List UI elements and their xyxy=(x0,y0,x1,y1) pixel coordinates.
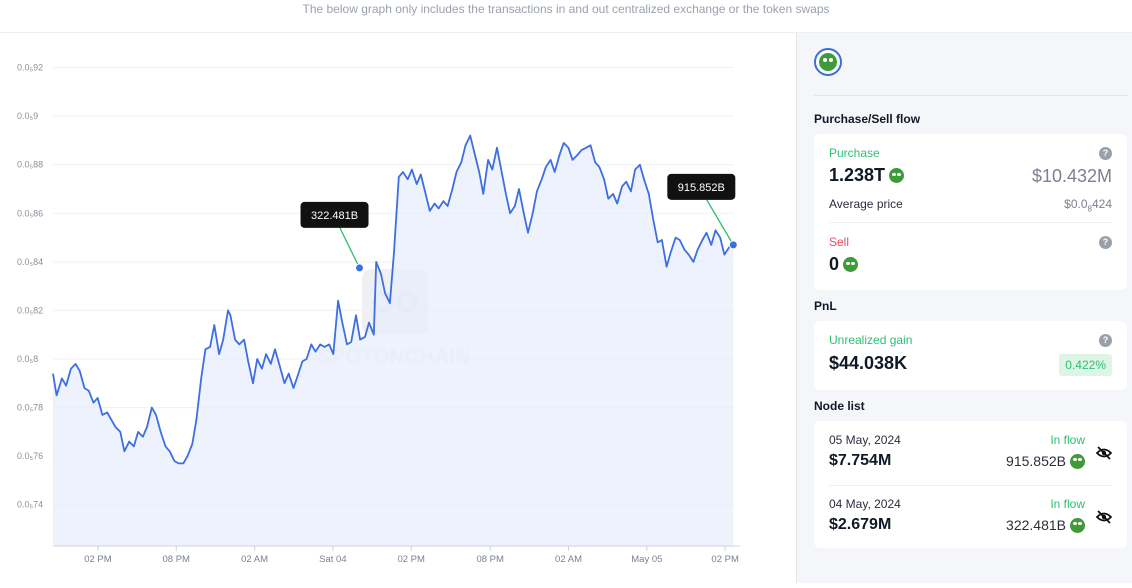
node-tooltip xyxy=(667,173,736,200)
node-marker xyxy=(355,263,365,273)
node-token-amount: 322.481B xyxy=(1006,517,1066,533)
price-line xyxy=(52,134,734,465)
node-tooltip-label: 322.481B xyxy=(311,210,358,222)
sell-amount: 0 xyxy=(829,254,840,274)
node-date: 05 May, 2024 xyxy=(829,433,901,447)
purchase-help-icon[interactable]: ? xyxy=(1099,147,1112,160)
node-divider xyxy=(829,485,1112,486)
sell-help-icon[interactable]: ? xyxy=(1099,236,1112,249)
purchase-label: Purchase xyxy=(829,146,880,160)
x-tick-label: 02 PM xyxy=(84,554,112,565)
token-logo[interactable] xyxy=(814,48,842,76)
eye-off-icon[interactable] xyxy=(1096,510,1112,524)
header-divider xyxy=(0,32,1132,33)
average-price-label: Average price xyxy=(829,197,903,211)
node-connector xyxy=(339,227,361,269)
pepe-token-icon xyxy=(819,53,837,71)
x-tick-label: 02 PM xyxy=(397,554,425,565)
x-tick-label: 08 PM xyxy=(163,554,191,565)
purchase-amount: 1.238T xyxy=(829,165,886,185)
purchase-sell-title: Purchase/Sell flow xyxy=(814,112,921,126)
node-usd: $2.679M xyxy=(829,516,892,533)
y-tick-label: 0.0₅92 xyxy=(17,63,43,73)
average-price-prefix: $0.0 xyxy=(1064,197,1088,211)
node-row[interactable]: 04 May, 2024 In flow $2.679M 322.481B xyxy=(814,485,1127,548)
pepe-token-icon xyxy=(843,257,859,272)
pepe-token-icon xyxy=(1070,453,1085,469)
eye-off-icon[interactable] xyxy=(1096,446,1112,460)
x-tick-label: 02 AM xyxy=(241,554,268,565)
price-area-fill xyxy=(53,135,734,546)
node-token-amount: 915.852B xyxy=(1006,453,1066,469)
x-tick-label: 02 PM xyxy=(711,554,739,565)
purchase-amount-row: 1.238T xyxy=(829,165,905,186)
node-token-row: 915.852B xyxy=(1006,453,1085,469)
sell-amount-row: 0 xyxy=(829,254,859,275)
node-marker xyxy=(728,240,738,250)
pnl-title: PnL xyxy=(814,299,837,313)
node-tooltip xyxy=(300,201,369,228)
y-tick-label: 0.0₅86 xyxy=(17,208,43,218)
purchase-usd-value: $10.432M xyxy=(1031,166,1112,186)
node-flow-label: In flow xyxy=(1050,433,1085,447)
y-tick-label: 0.0₅88 xyxy=(17,160,43,170)
pepe-token-icon xyxy=(1070,517,1085,533)
x-tick-label: 02 AM xyxy=(555,554,582,565)
average-price-zero-count: 8 xyxy=(1087,204,1092,214)
unrealized-gain-amount: $44.038K xyxy=(829,353,908,373)
average-price-digits: 424 xyxy=(1091,197,1112,211)
x-tick-label: Sat 04 xyxy=(319,554,346,565)
pnl-help-icon[interactable]: ? xyxy=(1099,334,1112,347)
x-tick-label: May 05 xyxy=(631,554,662,565)
node-date: 04 May, 2024 xyxy=(829,497,901,511)
pnl-percent-badge: 0.422% xyxy=(1059,354,1112,376)
panel-divider xyxy=(814,95,1128,96)
y-tick-label: 0.0₅78 xyxy=(17,403,43,413)
node-connector xyxy=(706,199,734,246)
node-flow-label: In flow xyxy=(1050,497,1085,511)
chart-subtitle: The below graph only includes the transa… xyxy=(302,2,830,16)
y-tick-label: 0.0₅8 xyxy=(17,354,38,364)
x-tick-label: 08 PM xyxy=(476,554,504,565)
y-tick-label: 0.0₅84 xyxy=(17,257,43,267)
node-usd: $7.754M xyxy=(829,452,892,469)
purchase-sell-card: Purchase ? 1.238T $10.432M Average price… xyxy=(814,134,1127,290)
pnl-card: Unrealized gain ? $44.038K 0.422% xyxy=(814,321,1127,390)
y-tick-label: 0.0₅82 xyxy=(17,305,43,315)
y-tick-label: 0.0₅9 xyxy=(17,111,38,121)
y-tick-label: 0.0₅76 xyxy=(17,451,43,461)
node-token-row: 322.481B xyxy=(1006,517,1085,533)
average-price-value: $0.08424 xyxy=(1064,197,1112,213)
sell-label: Sell xyxy=(829,235,850,249)
unrealized-gain-label: Unrealized gain xyxy=(829,333,913,347)
y-tick-label: 0.0₅74 xyxy=(17,500,43,510)
card-divider xyxy=(829,222,1112,223)
token-flow-panel: Purchase/Sell flow Purchase ? 1.238T $10… xyxy=(796,33,1132,583)
node-row[interactable]: 05 May, 2024 In flow $7.754M 915.852B xyxy=(814,421,1127,485)
pepe-token-icon xyxy=(889,168,905,183)
node-list-title: Node list xyxy=(814,399,865,413)
node-list-card: 05 May, 2024 In flow $7.754M 915.852B 04… xyxy=(814,421,1127,548)
node-tooltip-label: 915.852B xyxy=(678,182,725,194)
